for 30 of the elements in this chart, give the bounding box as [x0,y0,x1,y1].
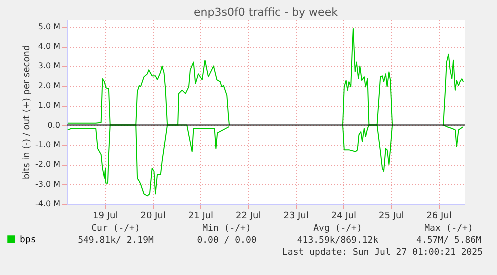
y-tick-label: -4.0 M [35,200,61,208]
x-tick-label: 22 Jul [236,212,262,222]
text: Cur (-/+) [92,224,140,234]
text: Min (-/+) [202,224,252,234]
y-tick-label: -2.0 M [35,160,61,170]
x-tick-label: 23 Jul [284,212,309,222]
text: 4.57M/ 5.86M [416,236,482,246]
x-tick-label: 24 Jul [331,212,357,222]
y-tick-label: 2.0 M [38,81,61,90]
text: Avg (-/+) [314,224,362,234]
text: Max (-/+) [424,224,474,234]
x-tick-label: 21 Jul [188,212,214,222]
x-tick-label: 25 Jul [379,212,404,222]
x-tick-label: 19 Jul [93,212,118,222]
y-tick-label: 5.0 M [38,22,61,32]
x-tick-label: 20 Jul [140,212,166,222]
y-tick-label: 3.0 M [38,62,61,71]
chart-title: enp3s0f0 traffic - by week [194,6,339,19]
y-tick-label: -3.0 M [35,180,61,189]
text: 0.00 / 0.00 [197,236,257,246]
y-tick-label: 1.0 M [38,101,61,110]
text: Last update: Sun Jul 27 01:00:21 2025 [282,248,483,258]
y-axis-title: bits in (-) / out (+) per second [22,45,32,180]
y-tick-label: 4.0 M [38,42,61,52]
text: 549.81k/ 2.19M [78,236,155,246]
y-tick-label: -1.0 M [35,140,61,150]
y-tick-label: 0.0 [48,120,60,130]
legend-label: bps [20,236,36,246]
text: 413.59k/869.12k [297,236,380,246]
x-tick-label: 26 Jul [426,212,452,222]
